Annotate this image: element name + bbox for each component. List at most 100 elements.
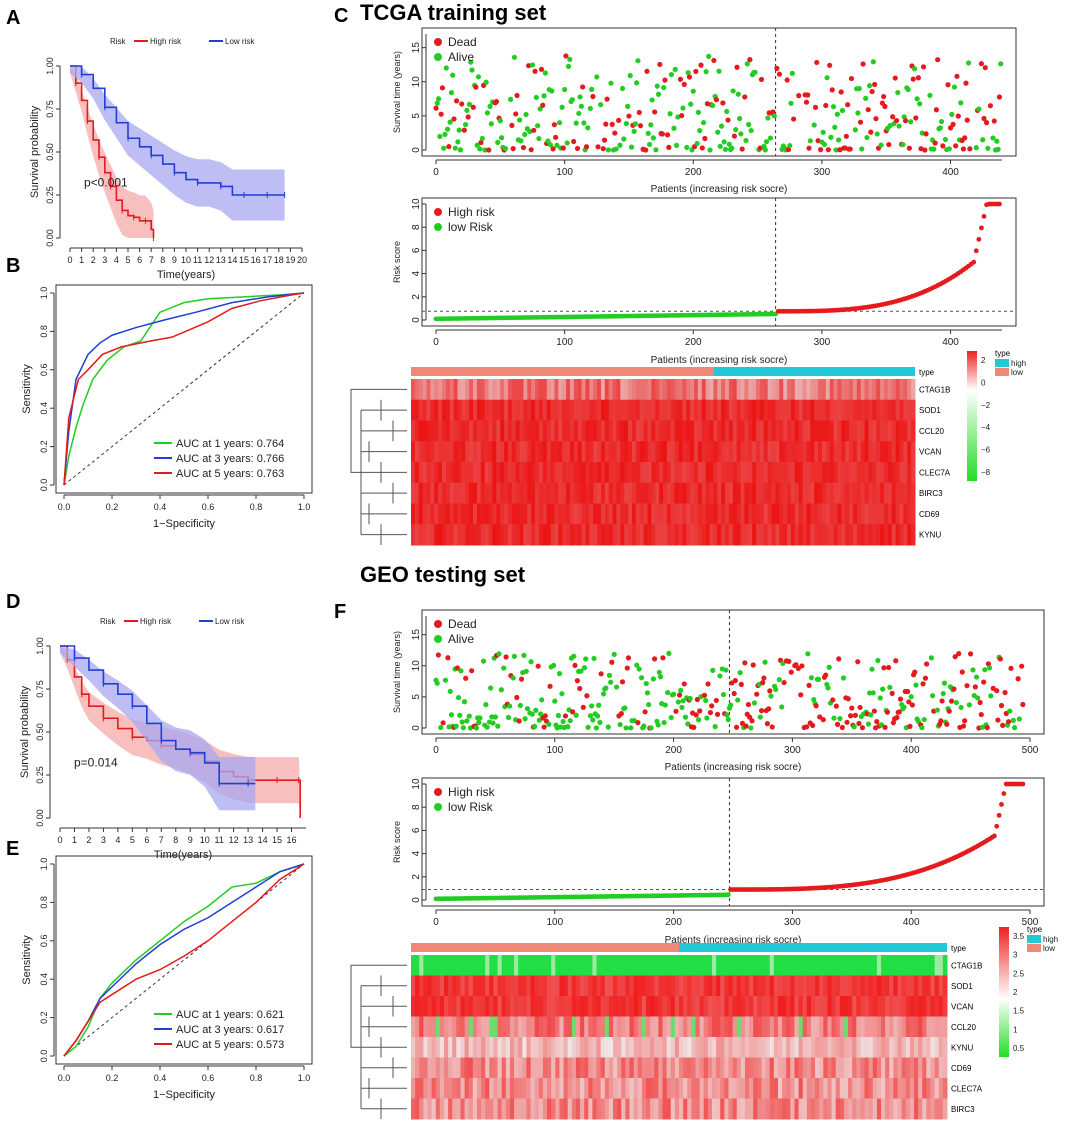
heatmap-cell — [585, 482, 590, 504]
heatmap-cell — [709, 441, 714, 463]
heatmap-cell — [767, 379, 773, 401]
heatmap-cell — [625, 1016, 631, 1038]
heatmap-cell — [728, 420, 734, 442]
x-tick-label-A: 17 — [262, 255, 272, 265]
heatmap-cell — [670, 420, 676, 442]
heatmap-cell — [448, 975, 453, 997]
heatmap-cell — [713, 482, 718, 504]
heatmap-cell — [767, 524, 773, 546]
heatmap-cell — [509, 1078, 515, 1099]
point-dead — [873, 116, 879, 122]
heatmap-cell — [757, 1098, 762, 1120]
heatmap-cell — [765, 996, 771, 1017]
heatmap-cell — [558, 399, 563, 421]
point-alive — [641, 723, 647, 729]
heatmap-cell — [699, 1078, 705, 1099]
point-dead — [817, 714, 823, 720]
heatmap-cell — [775, 379, 780, 401]
heatmap-cell — [422, 503, 428, 525]
heatmap-cell — [887, 482, 893, 504]
heatmap-cell — [740, 975, 746, 997]
point-dead — [852, 712, 858, 718]
point-dead — [984, 725, 990, 731]
roc-curve-1-year — [63, 863, 305, 1057]
point-dead — [577, 685, 583, 692]
heatmap-cell — [868, 1098, 874, 1120]
legend-title-D: Risk — [100, 617, 117, 626]
point-alive — [600, 691, 607, 697]
heatmap-cell — [786, 1037, 791, 1058]
heatmap-cell — [639, 441, 645, 463]
heatmap-cell — [608, 1098, 614, 1120]
heatmap-cell — [744, 399, 749, 421]
heatmap-cell — [489, 1078, 494, 1099]
heatmap-cell — [899, 524, 904, 546]
heatmap-cell — [721, 524, 726, 546]
heatmap-cell — [427, 1098, 433, 1120]
heatmap-cell — [942, 1037, 948, 1058]
heatmap-cell — [889, 1098, 894, 1120]
heatmap-cell — [489, 1016, 494, 1038]
point-alive — [656, 669, 662, 675]
point-dead — [962, 135, 968, 141]
heatmap-cell — [823, 1098, 828, 1120]
point-dead — [652, 109, 658, 115]
y-tick-label-C2: 4 — [411, 270, 422, 276]
heatmap-cell — [771, 441, 776, 463]
heatmap-cell — [457, 379, 462, 401]
heatmap-cell — [848, 955, 853, 976]
point-alive — [695, 717, 702, 723]
heatmap-cell — [624, 399, 629, 421]
point-dead — [857, 119, 864, 125]
heatmap-cell — [777, 1078, 783, 1099]
annotation-bar-high — [679, 943, 947, 952]
heatmap-cell — [852, 955, 857, 976]
x-tick-label-A: 9 — [172, 255, 177, 265]
heatmap-cell — [709, 503, 714, 525]
heatmap-cell — [802, 420, 807, 442]
heatmap-cell — [756, 420, 761, 442]
x-axis-label-C2: Patients (increasing risk socre) — [651, 355, 788, 366]
heatmap-cell — [418, 524, 424, 546]
heatmap-cell — [674, 1057, 680, 1079]
point-alive — [787, 143, 793, 149]
heatmap-cell — [635, 524, 641, 546]
heatmap-cell — [907, 482, 912, 504]
point-alive — [905, 86, 911, 93]
heatmap-cell — [612, 420, 617, 442]
heatmap-cell — [613, 996, 618, 1017]
point-alive — [537, 711, 544, 717]
point-dead — [701, 692, 708, 698]
heatmap-cell — [821, 462, 827, 484]
x-axis-label-B: 1−Specificity — [153, 518, 216, 530]
point-dead — [486, 147, 492, 153]
heatmap-cell — [571, 1098, 577, 1120]
heatmap-cell — [759, 379, 765, 401]
point-alive — [831, 715, 837, 721]
point-alive — [455, 694, 462, 701]
heatmap-cell — [460, 955, 466, 976]
legend-label-dead: Dead — [448, 617, 477, 631]
gene-label: BIRC3 — [919, 489, 943, 498]
heatmap-cell — [818, 379, 823, 401]
legend-swatch-dead — [434, 620, 442, 628]
heatmap-cell — [740, 996, 746, 1017]
point-dead — [454, 665, 460, 671]
point-dead — [868, 129, 874, 135]
point-alive — [635, 58, 641, 64]
heatmap-cell — [496, 482, 501, 504]
heatmap-cell — [744, 379, 749, 401]
point-alive — [704, 715, 710, 721]
heatmap-cell — [651, 482, 656, 504]
heatmap-cell — [468, 1098, 474, 1120]
heatmap-cell — [815, 1037, 820, 1058]
heatmap-cell — [748, 462, 753, 484]
heatmap-cell — [771, 524, 776, 546]
heatmap-cell — [679, 1037, 684, 1058]
heatmap-cell — [905, 975, 911, 997]
heatmap-cell — [414, 462, 420, 484]
heatmap-cell — [563, 1098, 569, 1120]
heatmap-cell — [909, 1098, 915, 1120]
heatmap-cell — [666, 420, 672, 442]
heatmap-cell — [461, 379, 466, 401]
